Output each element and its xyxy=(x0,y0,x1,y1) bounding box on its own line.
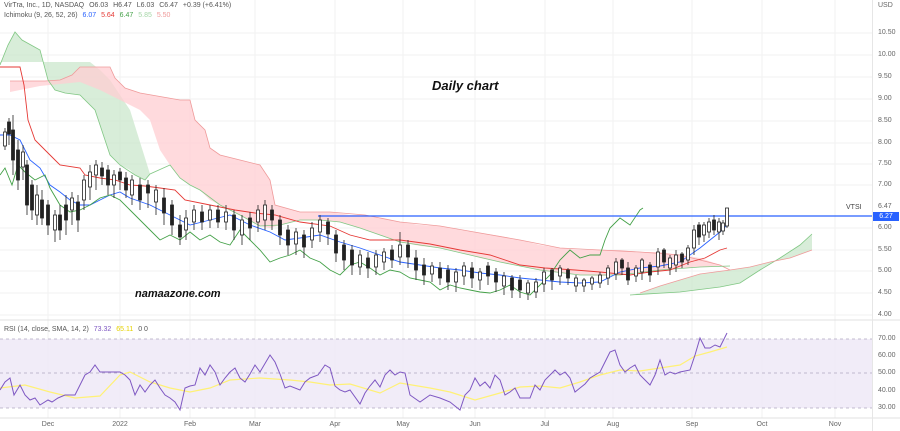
rsi-label: RSI (14, close, SMA, 14, 2) xyxy=(4,326,89,333)
ohlc-open: O6.03 xyxy=(89,2,109,9)
senkou-span-a xyxy=(0,31,731,276)
hline-price-tag: 6.27 xyxy=(873,212,899,221)
rsi-tick: 50.00 xyxy=(878,369,896,376)
rsi-sma-value: 65.11 xyxy=(116,326,134,333)
price-tick: 10.50 xyxy=(878,29,896,36)
chikou-value: 6.47 xyxy=(119,12,134,19)
price-tick: 8.00 xyxy=(878,139,892,146)
watermark-text: namaazone.com xyxy=(135,288,221,300)
time-label: Apr xyxy=(329,421,341,428)
candlesticks xyxy=(3,115,729,300)
price-tick: 7.50 xyxy=(878,160,892,167)
price-tick: 9.00 xyxy=(878,95,892,102)
span-b-value: 5.50 xyxy=(156,12,171,19)
time-label: 2022 xyxy=(112,421,128,428)
price-axis[interactable] xyxy=(872,0,900,431)
symbol-legend[interactable]: VirTra, Inc., 1D, NASDAQ O6.03 H6.47 L6.… xyxy=(4,2,234,9)
ohlc-low: L6.03 xyxy=(136,2,155,9)
ichimoku-label: Ichimoku (9, 26, 52, 26) xyxy=(4,12,78,19)
time-label: Dec xyxy=(41,421,55,428)
cloud-bullish-early xyxy=(0,32,150,180)
price-tick: 7.00 xyxy=(878,181,892,188)
kijun-value: 5.64 xyxy=(101,12,115,19)
rsi-line xyxy=(0,332,728,412)
rsi-tick: 30.00 xyxy=(878,404,896,411)
cloud-bearish xyxy=(10,67,730,276)
last-price-label: 6.47 xyxy=(878,203,892,210)
price-tick: 8.50 xyxy=(878,117,892,124)
currency-label: USD xyxy=(878,2,893,9)
ichimoku-legend[interactable]: Ichimoku (9, 26, 52, 26) 6.07 5.64 6.47 … xyxy=(4,12,173,19)
chikou-span xyxy=(0,164,644,296)
span-a-value: 5.85 xyxy=(138,12,152,19)
rsi-value: 73.32 xyxy=(93,326,112,333)
price-tick: 10.00 xyxy=(878,51,896,58)
ohlc-change: +0.39 (+6.41%) xyxy=(182,2,232,9)
time-label: Mar xyxy=(248,421,262,428)
price-tick: 5.50 xyxy=(878,246,892,253)
price-tick: 4.50 xyxy=(878,289,892,296)
rsi-tick: 40.00 xyxy=(878,387,896,394)
rsi-legend[interactable]: RSI (14, close, SMA, 14, 2) 73.32 65.11 … xyxy=(4,326,151,333)
ohlc-close: C6.47 xyxy=(159,2,178,9)
symbol-name: VirTra, Inc., 1D, NASDAQ xyxy=(4,2,85,9)
time-label: Jun xyxy=(469,421,481,428)
price-tick: 4.00 xyxy=(878,311,892,318)
tenkan-value: 6.07 xyxy=(82,12,97,19)
price-tick: 9.50 xyxy=(878,73,892,80)
time-label: Sep xyxy=(685,421,699,428)
time-label: Aug xyxy=(606,421,620,428)
price-tick: 5.00 xyxy=(878,267,892,274)
time-label: Feb xyxy=(183,421,197,428)
chart-title-annotation: Daily chart xyxy=(432,78,499,93)
senkou-span-b xyxy=(10,66,731,271)
rsi-tick: 70.00 xyxy=(878,335,896,342)
rsi-band xyxy=(0,339,872,408)
price-tick: 6.00 xyxy=(878,224,892,231)
time-label: Oct xyxy=(756,421,768,428)
symbol-tag: VTSI xyxy=(846,204,862,211)
cloud-future xyxy=(630,234,812,295)
ohlc-high: H6.47 xyxy=(113,2,132,9)
time-label: Nov xyxy=(828,421,842,428)
rsi-extra: 0 0 xyxy=(138,326,148,333)
rsi-tick: 60.00 xyxy=(878,352,896,359)
time-label: May xyxy=(396,421,410,428)
time-label: Jul xyxy=(540,421,550,428)
